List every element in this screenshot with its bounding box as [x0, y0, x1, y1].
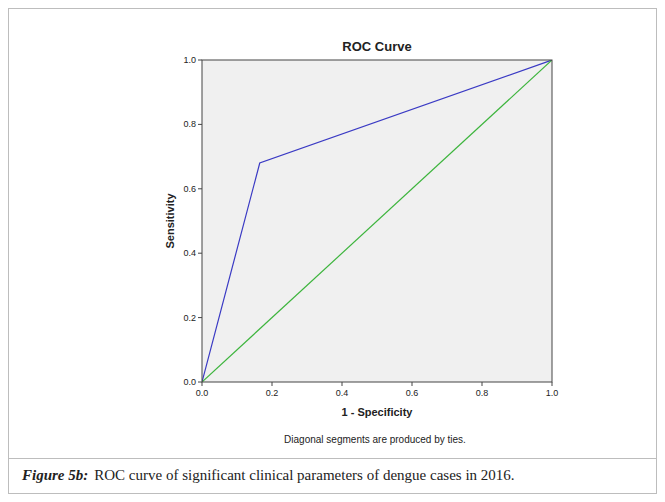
x-tick [552, 382, 553, 386]
x-axis-label: 1 - Specificity [342, 406, 414, 418]
y-tick [198, 382, 202, 383]
figure-border [9, 9, 657, 494]
chart-title: ROC Curve [342, 39, 411, 54]
y-tick [198, 253, 202, 254]
caption-separator [9, 458, 657, 459]
y-tick-label: 0.4 [183, 248, 196, 258]
y-tick [198, 317, 202, 318]
figure: 0.0 0.2 0.4 0.6 0.8 1.0 0.0 0.2 0.4 0.6 0.8 1.0 ROC … [0, 0, 665, 502]
y-tick-label: 1.0 [183, 55, 196, 65]
x-tick [342, 382, 343, 386]
roc-line [202, 60, 552, 382]
y-axis-label: Sensitivity [164, 193, 176, 249]
caption-label: Figure 5b: [21, 467, 88, 483]
x-tick [272, 382, 273, 386]
plot-background [202, 60, 552, 382]
x-tick-label: 0.4 [336, 388, 349, 398]
roc-line [202, 60, 552, 382]
footnote: Diagonal segments are produced by ties. [284, 434, 466, 445]
x-tick-label: 0.8 [476, 388, 489, 398]
x-tick-label: 0.2 [266, 388, 279, 398]
y-tick [198, 60, 202, 61]
x-tick-label: 0.6 [406, 388, 419, 398]
x-tick-label: 1.0 [546, 388, 559, 398]
y-tick [198, 124, 202, 125]
caption: Figure 5b: ROC curve of significant clini… [21, 467, 515, 483]
y-tick [198, 188, 202, 189]
x-tick [202, 382, 203, 386]
y-tick-label: 0.2 [183, 313, 196, 323]
x-tick [412, 382, 413, 386]
y-tick-label: 0.0 [183, 377, 196, 387]
plot-frame [202, 60, 552, 382]
series-group [202, 60, 552, 382]
x-tick-label: 0.0 [196, 388, 209, 398]
y-tick-label: 0.6 [183, 184, 196, 194]
y-tick-label: 0.8 [183, 119, 196, 129]
x-tick [482, 382, 483, 386]
caption-text: ROC curve of significant clinical parame… [94, 467, 514, 483]
